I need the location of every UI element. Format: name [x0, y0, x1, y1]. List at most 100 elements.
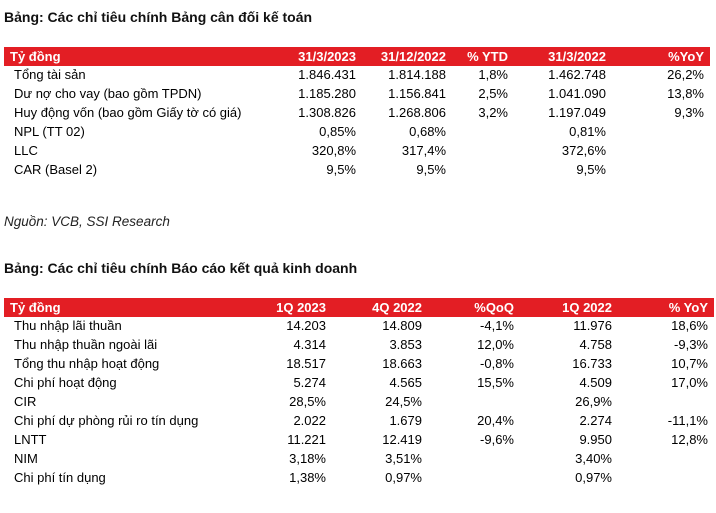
table-cell: 26,2% — [612, 66, 710, 85]
table-cell — [618, 392, 714, 412]
row-label: Tổng thu nhập hoạt động — [4, 354, 234, 374]
table-cell: 372,6% — [514, 141, 612, 161]
table-cell: 12,0% — [428, 335, 520, 355]
table-cell: 4.314 — [234, 335, 332, 355]
table-cell: 4.509 — [520, 373, 618, 393]
table-cell: 1.268.806 — [362, 103, 452, 123]
table-cell: 12.419 — [332, 430, 428, 450]
table-cell — [428, 468, 520, 488]
table-cell: 1.846.431 — [272, 66, 362, 85]
table-cell: 24,5% — [332, 392, 428, 412]
table-cell: 26,9% — [520, 392, 618, 412]
header-cell: 1Q 2023 — [234, 298, 332, 317]
table-cell — [612, 141, 710, 161]
table-cell: 12,8% — [618, 430, 714, 450]
balance-sheet-caption: Bảng: Các chỉ tiêu chính Bảng cân đối kế… — [4, 9, 313, 25]
table-cell: 3,18% — [234, 449, 332, 469]
table-cell: -4,1% — [428, 317, 520, 336]
income-statement-header-row: Tỷ đồng 1Q 2023 4Q 2022 %QoQ 1Q 2022 % Y… — [4, 298, 714, 317]
table-cell: 0,85% — [272, 122, 362, 142]
source-note: Nguồn: VCB, SSI Research — [4, 214, 170, 229]
table-cell: 2,5% — [452, 84, 514, 104]
table-cell: -9,6% — [428, 430, 520, 450]
balance-sheet-table: Tỷ đồng 31/3/2023 31/12/2022 % YTD 31/3/… — [4, 47, 710, 180]
row-label: Huy động vốn (bao gồm Giấy tờ có giá) — [4, 103, 272, 123]
table-cell: 1.185.280 — [272, 84, 362, 104]
table-cell: 15,5% — [428, 373, 520, 393]
table-cell — [612, 122, 710, 142]
table-row: CIR 28,5% 24,5% 26,9% — [4, 392, 714, 412]
table-cell — [618, 468, 714, 488]
table-cell: 2.274 — [520, 411, 618, 431]
table-cell — [452, 160, 514, 180]
table-cell: -0,8% — [428, 354, 520, 374]
table-cell: 18,6% — [618, 317, 714, 336]
table-cell — [452, 141, 514, 161]
row-label: Thu nhập lãi thuần — [4, 317, 234, 336]
income-statement-table: Tỷ đồng 1Q 2023 4Q 2022 %QoQ 1Q 2022 % Y… — [4, 298, 714, 488]
table-cell: 317,4% — [362, 141, 452, 161]
header-cell: 4Q 2022 — [332, 298, 428, 317]
table-row: Chi phí tín dụng 1,38% 0,97% 0,97% — [4, 468, 714, 488]
table-row: LLC 320,8% 317,4% 372,6% — [4, 141, 710, 161]
table-cell: 4.758 — [520, 335, 618, 355]
table-cell: 3,40% — [520, 449, 618, 469]
table-row: Tổng tài sản 1.846.431 1.814.188 1,8% 1.462.… — [4, 66, 710, 85]
row-label: CAR (Basel 2) — [4, 160, 272, 180]
table-row: Chi phí hoạt động 5.274 4.565 15,5% 4.509 17,… — [4, 373, 714, 393]
table-row: Dư nợ cho vay (bao gồm TPDN) 1.185.280 1.1… — [4, 84, 710, 104]
table-cell: 1,8% — [452, 66, 514, 85]
table-cell: 17,0% — [618, 373, 714, 393]
table-cell: 14.203 — [234, 317, 332, 336]
table-cell: 1.462.748 — [514, 66, 612, 85]
table-cell: 1.197.049 — [514, 103, 612, 123]
table-cell: 1.156.841 — [362, 84, 452, 104]
table-cell: 9.950 — [520, 430, 618, 450]
row-label: Chi phí tín dụng — [4, 468, 234, 488]
row-label: Thu nhập thuần ngoài lãi — [4, 335, 234, 355]
table-cell: 28,5% — [234, 392, 332, 412]
table-cell: 0,81% — [514, 122, 612, 142]
table-row: Huy động vốn (bao gồm Giấy tờ có giá) 1.3… — [4, 103, 710, 123]
income-statement-caption: Bảng: Các chỉ tiêu chính Báo cáo kết quả… — [4, 260, 358, 276]
table-cell: 5.274 — [234, 373, 332, 393]
table-cell: 3.853 — [332, 335, 428, 355]
table-cell: 10,7% — [618, 354, 714, 374]
table-cell: 13,8% — [612, 84, 710, 104]
table-cell — [612, 160, 710, 180]
header-cell: Tỷ đồng — [4, 47, 272, 66]
header-cell: %QoQ — [428, 298, 520, 317]
table-cell: 20,4% — [428, 411, 520, 431]
table-row: Tổng thu nhập hoạt động 18.517 18.663 -0,8%… — [4, 354, 714, 374]
table-cell: 18.517 — [234, 354, 332, 374]
table-cell — [428, 449, 520, 469]
table-cell: 18.663 — [332, 354, 428, 374]
table-row: NIM 3,18% 3,51% 3,40% — [4, 449, 714, 469]
header-cell: %YoY — [612, 47, 710, 66]
header-cell: 31/12/2022 — [362, 47, 452, 66]
row-label: Tổng tài sản — [4, 66, 272, 85]
row-label: NIM — [4, 449, 234, 469]
header-cell: 31/3/2022 — [514, 47, 612, 66]
row-label: LLC — [4, 141, 272, 161]
table-row: Chi phí dự phòng rủi ro tín dụng 2.022 1.6… — [4, 411, 714, 431]
balance-sheet-header-row: Tỷ đồng 31/3/2023 31/12/2022 % YTD 31/3/… — [4, 47, 710, 66]
table-cell: 1.679 — [332, 411, 428, 431]
table-cell: 11.976 — [520, 317, 618, 336]
table-cell: 2.022 — [234, 411, 332, 431]
table-cell: -9,3% — [618, 335, 714, 355]
table-cell: 11.221 — [234, 430, 332, 450]
header-cell: % YTD — [452, 47, 514, 66]
table-cell: 9,5% — [514, 160, 612, 180]
row-label: Dư nợ cho vay (bao gồm TPDN) — [4, 84, 272, 104]
table-cell: 0,97% — [520, 468, 618, 488]
row-label: Chi phí hoạt động — [4, 373, 234, 393]
table-cell: 3,2% — [452, 103, 514, 123]
table-row: NPL (TT 02) 0,85% 0,68% 0,81% — [4, 122, 710, 142]
table-cell: 4.565 — [332, 373, 428, 393]
table-cell: 320,8% — [272, 141, 362, 161]
table-cell: 1.041.090 — [514, 84, 612, 104]
table-cell: 0,97% — [332, 468, 428, 488]
table-cell: 1.814.188 — [362, 66, 452, 85]
table-cell: 16.733 — [520, 354, 618, 374]
